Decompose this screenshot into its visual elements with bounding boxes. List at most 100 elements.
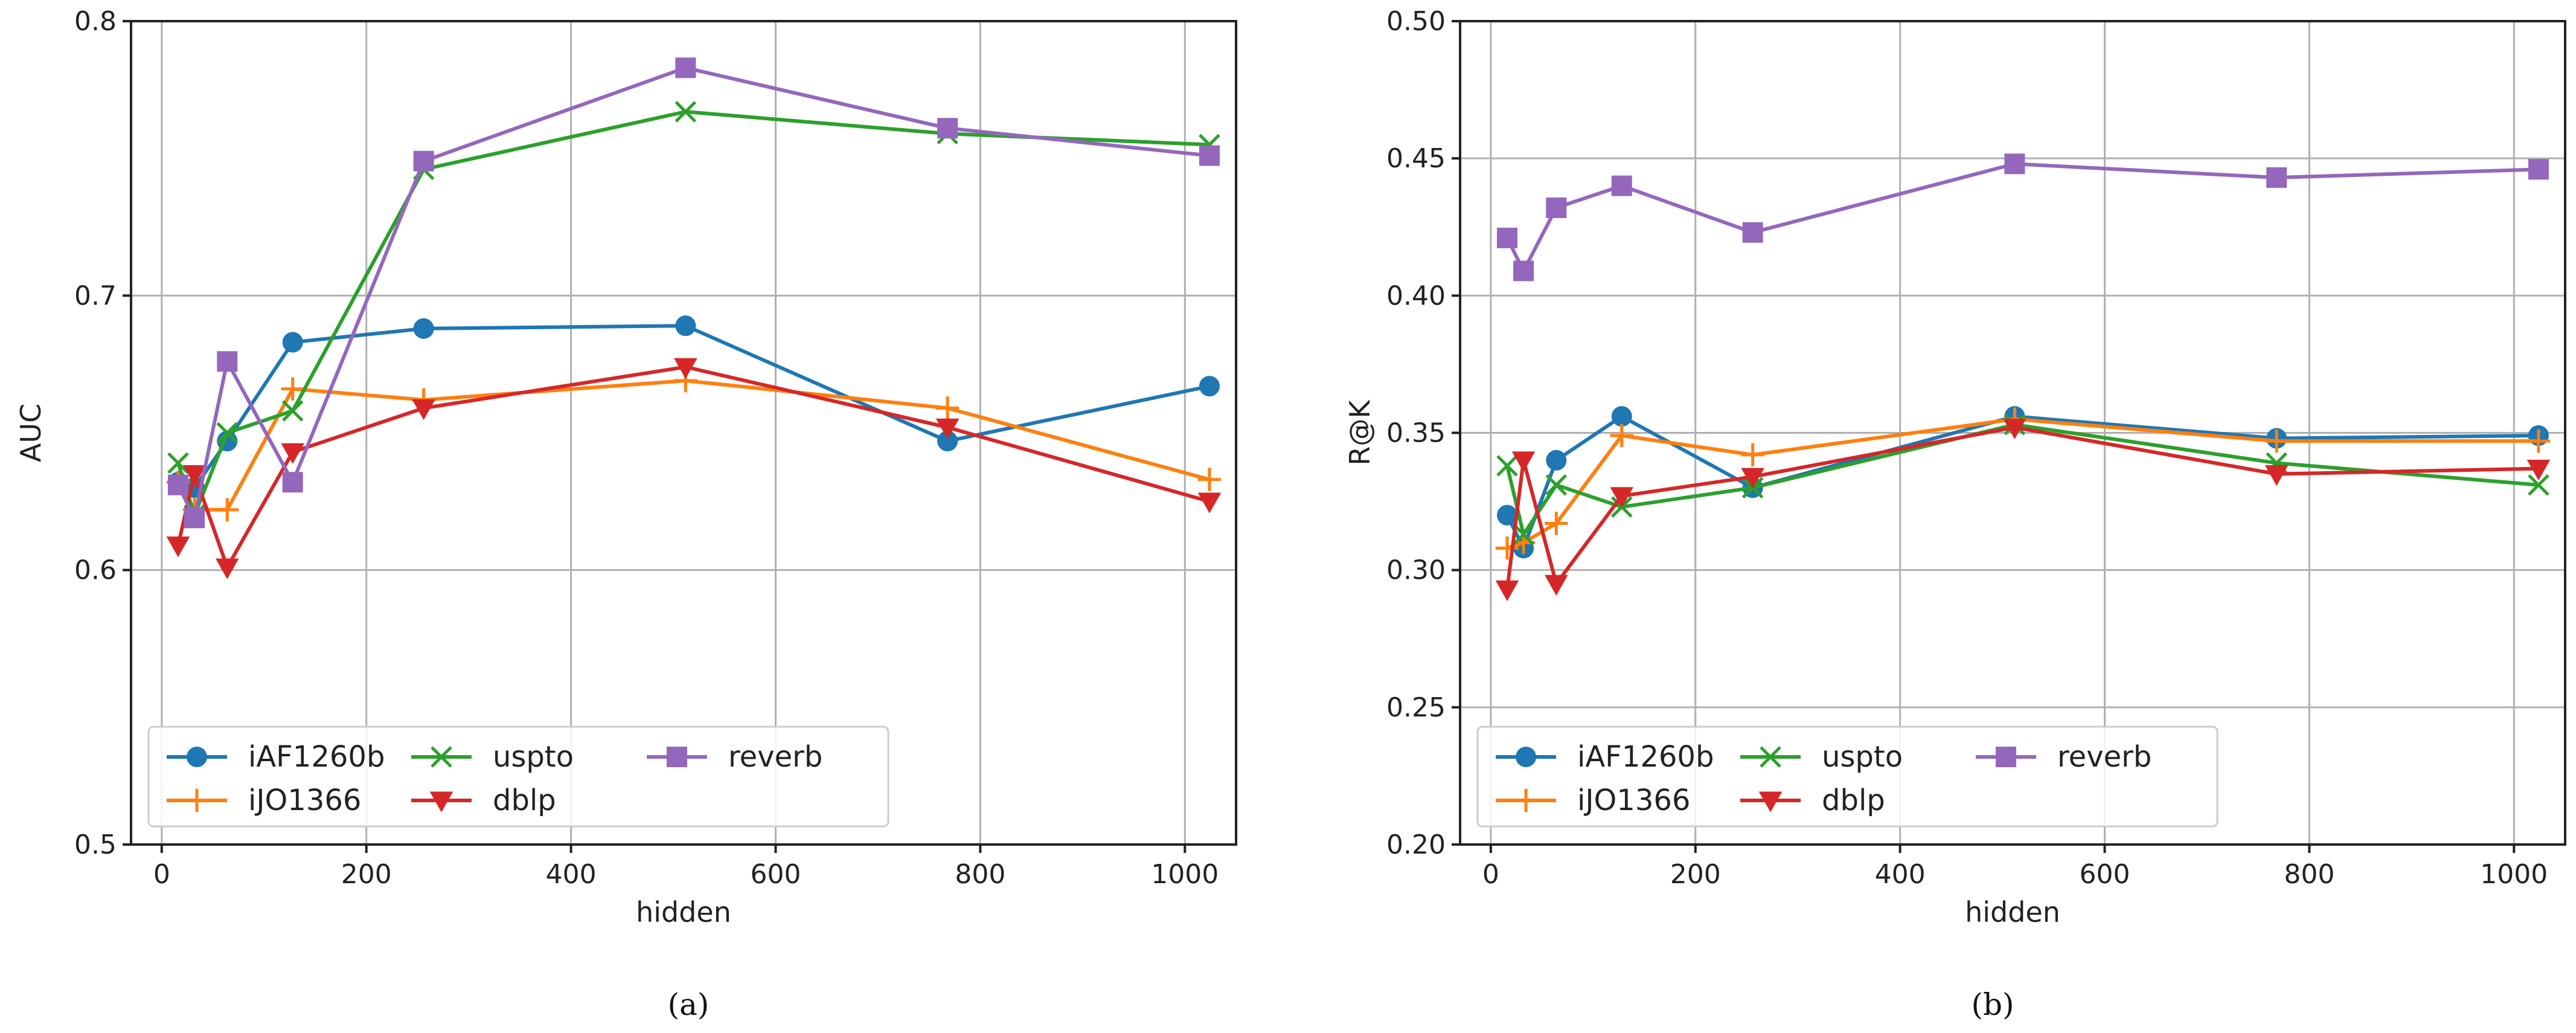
- data-point-dblp: [2264, 465, 2289, 486]
- data-point-dblp: [1741, 468, 1764, 489]
- x-tick-label: 200: [341, 859, 392, 890]
- data-point-uspto: [281, 400, 304, 422]
- series-line-reverb: [1505, 162, 2539, 273]
- legend: iAF1260b iJO1366 uspto dblp reverb: [147, 726, 889, 828]
- data-point-dblp: [1511, 451, 1536, 472]
- data-point-reverb: [1496, 227, 1517, 248]
- data-point-reverb: [1742, 222, 1763, 243]
- data-point-reverb: [675, 57, 696, 79]
- x-tick-label: 600: [2080, 859, 2130, 890]
- data-point-iJO1366: [2526, 429, 2551, 453]
- data-point-reverb: [2266, 167, 2287, 188]
- data-point-reverb: [1199, 145, 1220, 166]
- x-tick-label: 0: [153, 859, 170, 890]
- x-tick-label: 400: [546, 859, 597, 890]
- legend-label-uspto: uspto: [493, 740, 574, 774]
- legend-marker-dblp: [429, 791, 453, 813]
- series-line-iAF1260b: [1505, 414, 2539, 550]
- x-tick-label: 1000: [2480, 859, 2548, 890]
- data-point-iJO1366: [1197, 468, 1222, 491]
- legend-label-uspto: uspto: [1822, 740, 1903, 774]
- legend-marker-iAF1260b: [187, 747, 207, 767]
- data-point-reverb: [413, 150, 434, 172]
- legend-marker-dblp: [1758, 791, 1783, 813]
- data-point-iAF1260b: [413, 318, 434, 339]
- legend-label-reverb: reverb: [2057, 740, 2151, 774]
- legend-marker-reverb: [667, 747, 687, 767]
- x-axis-label: hidden: [636, 896, 731, 928]
- y-tick-label: 0.40: [1386, 280, 1446, 311]
- series-line-iJO1366: [176, 379, 1210, 512]
- data-point-dblp: [166, 536, 190, 558]
- series-line-dblp: [1505, 425, 2539, 590]
- x-tick-label: 400: [1875, 859, 1926, 890]
- data-point-dblp: [1544, 574, 1568, 596]
- data-point-reverb: [1611, 175, 1632, 196]
- data-point-iAF1260b: [1546, 449, 1567, 471]
- data-point-reverb: [2004, 153, 2025, 175]
- legend-marker-uspto: [1760, 746, 1781, 768]
- legend-label-iAF1260b: iAF1260b: [1577, 740, 1714, 774]
- data-point-reverb: [167, 474, 188, 495]
- legend-marker-iAF1260b: [1516, 747, 1536, 767]
- plot-frame: [1459, 20, 2566, 846]
- data-point-dblp: [412, 399, 435, 420]
- y-tick-label: 0.50: [1386, 6, 1446, 37]
- data-point-iJO1366: [1610, 423, 1633, 448]
- data-point-uspto: [1513, 523, 1534, 545]
- series-line-uspto: [1505, 422, 2539, 536]
- data-point-dblp: [674, 358, 697, 379]
- y-tick-label: 0.25: [1386, 692, 1446, 723]
- subfigure-caption: (a): [668, 987, 710, 1022]
- data-point-dblp: [1610, 487, 1634, 508]
- data-point-reverb: [1546, 197, 1567, 218]
- data-point-iJO1366: [216, 498, 239, 521]
- legend-label-iAF1260b: iAF1260b: [248, 740, 385, 774]
- legend-label-iJO1366: iJO1366: [1577, 784, 1690, 817]
- legend-box: [1476, 726, 2219, 828]
- data-point-uspto: [216, 422, 239, 444]
- series-line-reverb: [176, 66, 1210, 520]
- x-tick-label: 200: [1670, 859, 1721, 890]
- legend-box: [147, 726, 889, 828]
- legend-marker-uspto: [431, 746, 452, 768]
- data-point-uspto: [2528, 474, 2549, 496]
- subfigure-caption: (b): [1971, 987, 2014, 1022]
- data-point-uspto: [167, 452, 189, 474]
- y-tick-label: 0.6: [74, 555, 117, 586]
- plot-frame: [130, 20, 1237, 846]
- data-point-iJO1366: [1545, 512, 1568, 535]
- x-tick-label: 800: [955, 859, 1005, 890]
- legend-label-dblp: dblp: [1822, 784, 1885, 817]
- y-tick-label: 0.45: [1386, 143, 1446, 174]
- data-point-reverb: [184, 507, 205, 529]
- data-point-iJO1366: [2264, 429, 2289, 453]
- data-point-reverb: [937, 118, 958, 139]
- data-point-dblp: [2526, 459, 2551, 481]
- data-point-dblp: [2003, 418, 2027, 440]
- y-tick-label: 0.8: [74, 6, 117, 37]
- y-axis-label: AUC: [14, 404, 47, 462]
- series-line-uspto: [176, 109, 1210, 517]
- x-tick-label: 1000: [1151, 859, 1219, 890]
- y-tick-label: 0.20: [1386, 829, 1446, 860]
- data-point-dblp: [281, 443, 305, 464]
- data-point-dblp: [215, 558, 239, 579]
- y-tick-label: 0.30: [1386, 555, 1446, 586]
- data-point-iAF1260b: [675, 315, 696, 336]
- data-point-reverb: [217, 351, 238, 372]
- y-tick-label: 0.35: [1386, 418, 1446, 449]
- legend-label-reverb: reverb: [728, 740, 822, 774]
- data-point-reverb: [1513, 260, 1534, 282]
- data-point-iJO1366: [281, 377, 304, 401]
- data-point-reverb: [282, 472, 303, 493]
- data-point-uspto: [1496, 455, 1518, 477]
- data-point-dblp: [935, 418, 960, 440]
- legend-label-iJO1366: iJO1366: [248, 784, 361, 817]
- chart-a: 0 200 400 600 800 1000 0.5 0.6 0.7 0.8 hidden AUC iA…: [14, 6, 1237, 1022]
- chart-b: 0 200 400 600 800 1000 0.20 0.25 0.30 0.35 0.40 0.4…: [1344, 6, 2566, 1022]
- legend-marker-iJO1366: [185, 788, 209, 813]
- x-tick-label: 0: [1482, 859, 1499, 890]
- x-tick-label: 600: [751, 859, 801, 890]
